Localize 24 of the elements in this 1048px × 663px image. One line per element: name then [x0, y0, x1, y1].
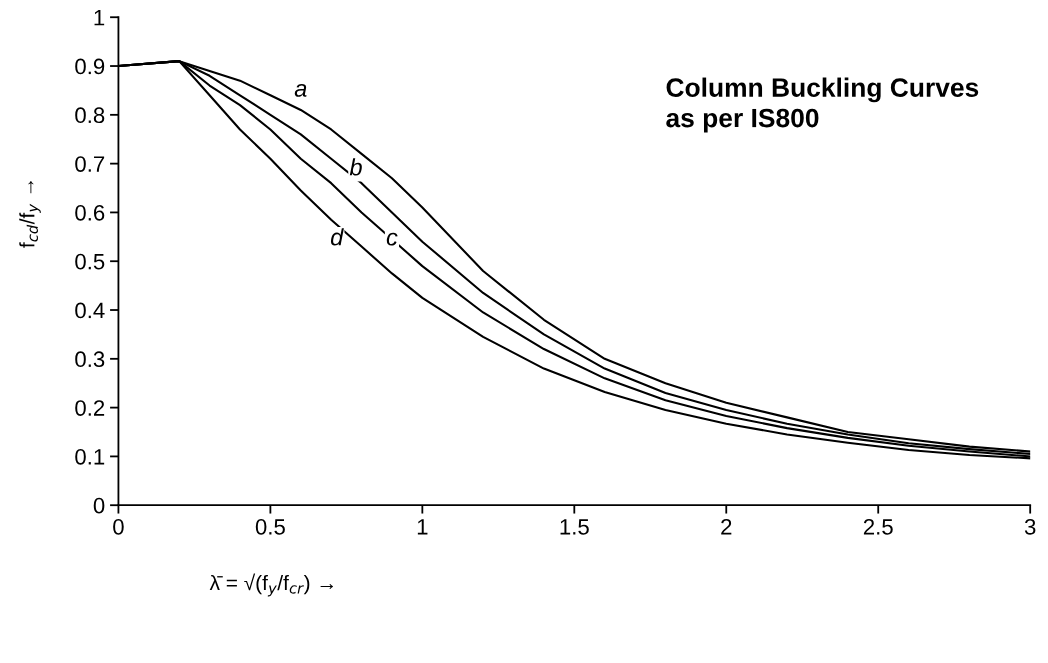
y-tick-label: 1 [94, 10, 105, 26]
text: Column Buckling Curves as per IS800 [666, 77, 979, 133]
x-tick-label: 0 [113, 518, 124, 535]
series-label: d [330, 228, 344, 246]
y-tick-label: 0.9 [75, 58, 105, 75]
series-label: b [349, 158, 362, 176]
x-tick-label: 1 [417, 519, 428, 535]
y-tick-label: 0.2 [75, 400, 105, 416]
x-tick-label: 3 [1024, 518, 1036, 535]
series-label: a [294, 83, 307, 97]
y-tick-label: 0.5 [75, 253, 105, 270]
y-tick-label: 0.6 [75, 204, 105, 221]
y-tick-label: 0.8 [75, 107, 105, 124]
y-tick-label: 0.7 [75, 156, 105, 172]
y-tick-label: 0.3 [75, 351, 105, 368]
x-tick-label: 1.5 [560, 519, 589, 535]
y-tick-label: 0.1 [75, 448, 105, 465]
y-axis-title: f$_{cd}$/f$_{y}$ → [19, 180, 41, 248]
y-tick-label: 0 [93, 497, 105, 514]
x-axis-title: λ̄ = √(f$_{y}$/f$_{cr}$) → [209, 573, 333, 597]
y-tick-label: 0.4 [75, 302, 105, 319]
x-tick-label: 2 [721, 518, 732, 535]
x-tick-label: 0.5 [255, 518, 285, 535]
x-tick-label: 2.5 [863, 518, 893, 535]
